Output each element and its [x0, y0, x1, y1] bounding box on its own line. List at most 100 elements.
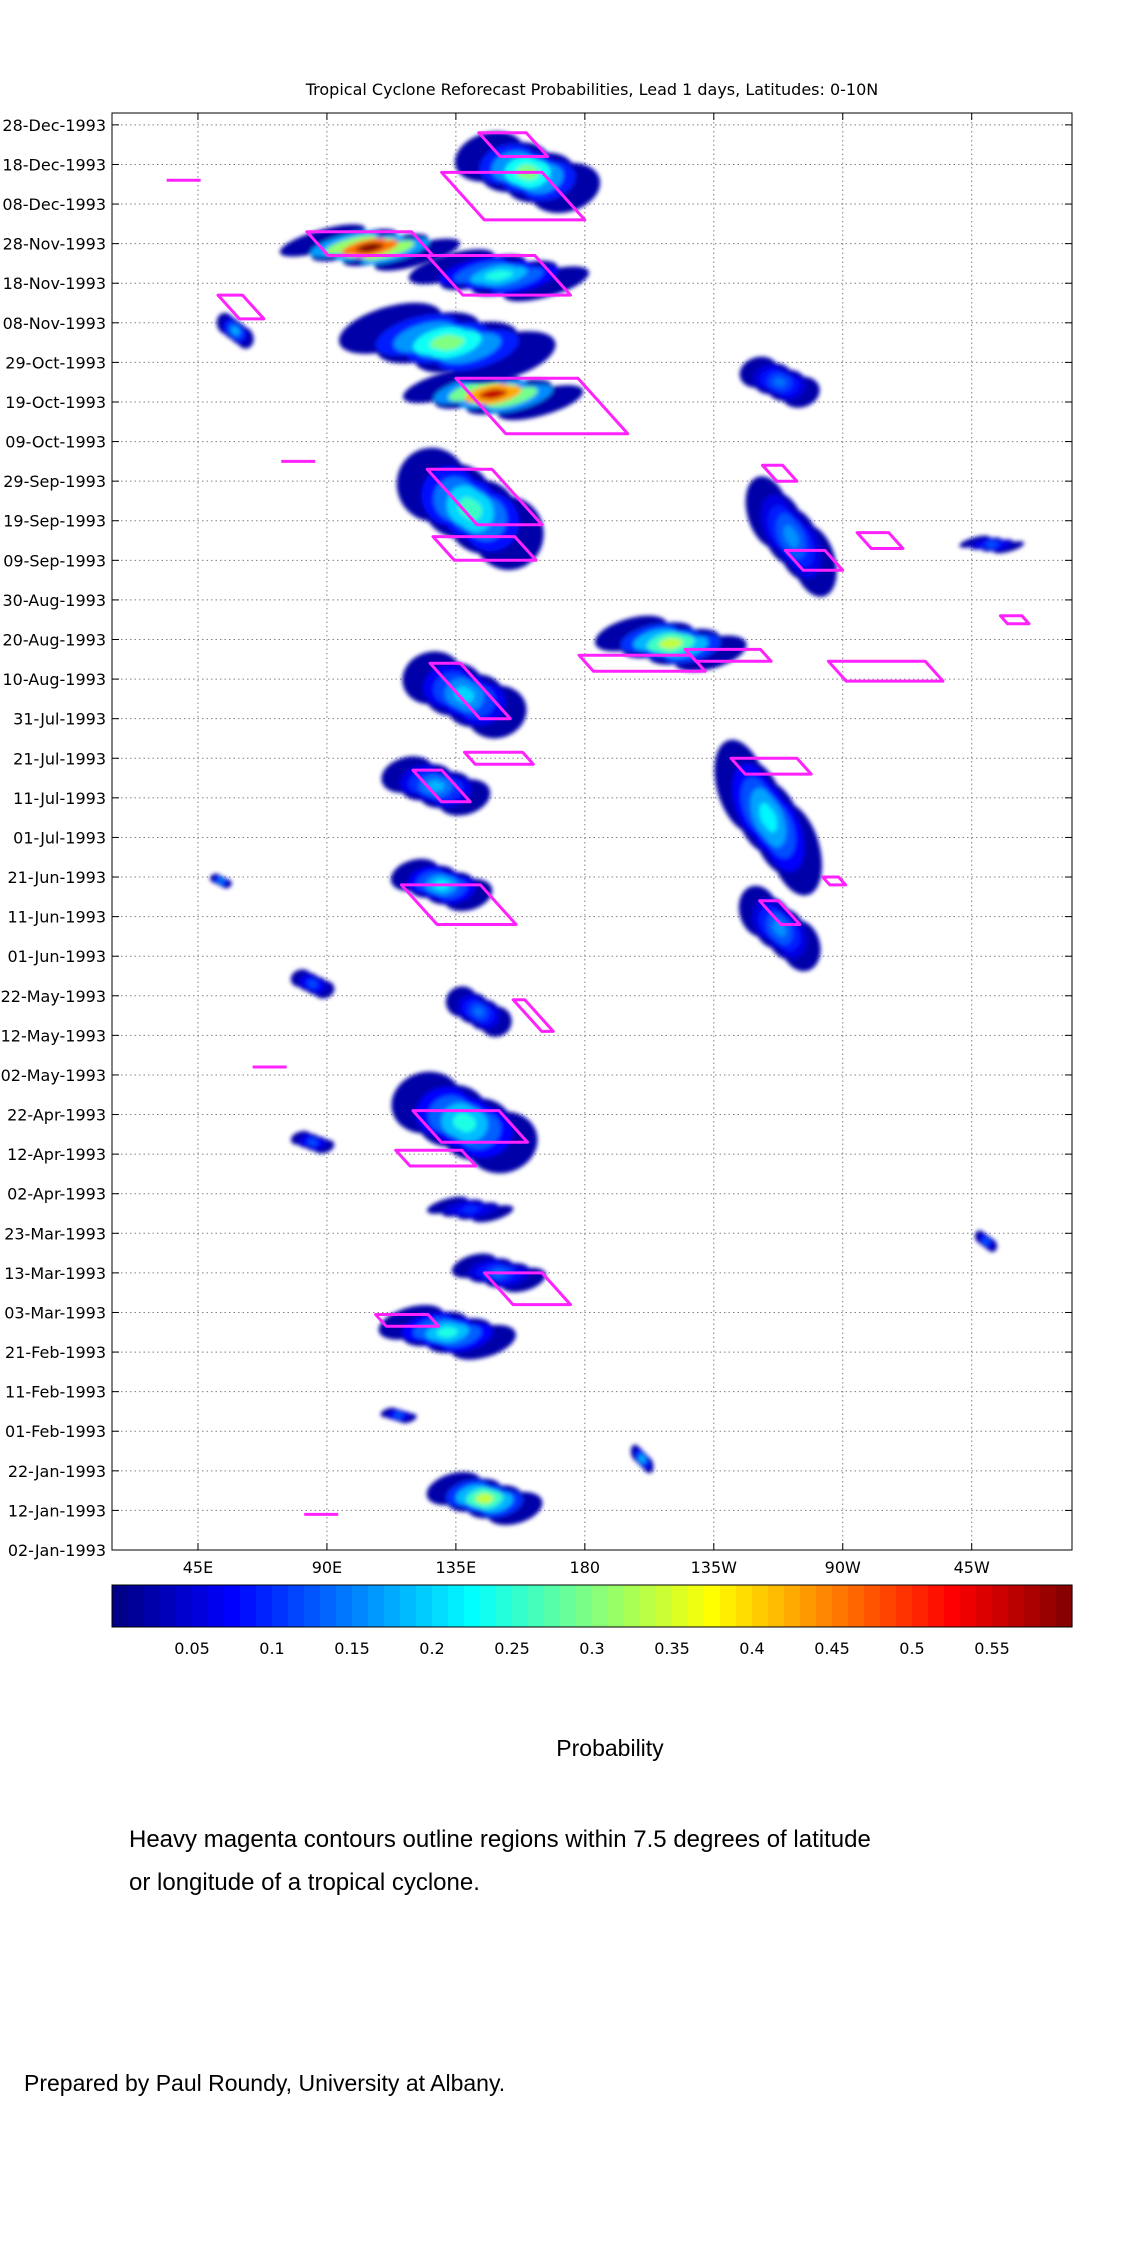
colorbar-tick-label: 0.05 — [174, 1639, 210, 1658]
x-tick-label: 135E — [436, 1558, 477, 1577]
probability-feature — [714, 739, 823, 896]
y-tick-label: 22-May-1993 — [1, 987, 106, 1006]
probability-contour-level — [466, 1206, 478, 1214]
colorbar-segment — [1056, 1585, 1073, 1627]
y-tick-label: 29-Oct-1993 — [5, 353, 106, 372]
colorbar-tick-label: 0.3 — [579, 1639, 604, 1658]
cyclone-contour — [683, 647, 773, 663]
y-tick-label: 28-Nov-1993 — [3, 235, 106, 254]
cyclone-contour — [511, 998, 555, 1033]
probability-contour-level — [959, 535, 991, 548]
colorbar-segment — [640, 1585, 657, 1627]
cyclone-contour — [425, 467, 544, 527]
cyclone-contour — [998, 614, 1031, 626]
cyclone-contour — [761, 463, 799, 483]
y-tick-label: 18-Dec-1993 — [2, 155, 106, 174]
probability-contour-level — [475, 1008, 485, 1017]
colorbar-segment — [400, 1585, 417, 1627]
colorbar-segment — [272, 1585, 289, 1627]
colorbar-segment — [608, 1585, 625, 1627]
colorbar-segment — [704, 1585, 721, 1627]
colorbar-segment — [896, 1585, 913, 1627]
probability-feature — [630, 1444, 654, 1474]
y-tick-label: 30-Aug-1993 — [2, 591, 106, 610]
y-tick-label: 11-Jun-1993 — [7, 908, 106, 927]
colorbar-segment — [752, 1585, 769, 1627]
probability-feature — [445, 986, 512, 1037]
colorbar-tick-label: 0.45 — [814, 1639, 850, 1658]
contour-note-line-2: or longitude of a tropical cyclone. — [129, 1869, 480, 1896]
y-tick-label: 13-Mar-1993 — [4, 1264, 106, 1283]
colorbar-segment — [944, 1585, 961, 1627]
cyclone-contour — [425, 254, 572, 297]
probability-feature — [426, 1196, 514, 1223]
y-tick-label: 09-Sep-1993 — [3, 551, 106, 570]
probability-contour-level — [786, 528, 799, 549]
probability-contour-level — [472, 1205, 514, 1223]
y-tick-label: 12-Apr-1993 — [7, 1145, 106, 1164]
probability-feature — [739, 356, 820, 408]
colorbar-segment — [288, 1585, 305, 1627]
colorbar-segment — [976, 1585, 993, 1627]
colorbar-segment — [688, 1585, 705, 1627]
probability-feature — [454, 131, 601, 214]
y-tick-label: 21-Jul-1993 — [13, 749, 106, 768]
colorbar-border — [111, 1584, 1073, 1628]
colorbar-segment — [880, 1585, 897, 1627]
probability-contour-level — [776, 378, 787, 388]
colorbar-segment — [576, 1585, 593, 1627]
chart-title: Tropical Cyclone Reforecast Probabilitie… — [305, 80, 879, 99]
colorbar-segment — [496, 1585, 513, 1627]
colorbar-tick-label: 0.55 — [974, 1639, 1010, 1658]
y-axis-ticks: 02-Jan-1993 12-Jan-1993 22-Jan-1993 01-Feb-… — [1, 116, 1072, 1560]
x-tick-label: 45W — [954, 1558, 990, 1577]
cyclone-contour — [826, 659, 945, 683]
colorbar-tick-label: 0.35 — [654, 1639, 690, 1658]
colorbar-segment — [816, 1585, 833, 1627]
y-tick-label: 03-Mar-1993 — [4, 1303, 106, 1322]
contour-note-line-1: Heavy magenta contours outline regions w… — [129, 1826, 871, 1853]
probability-contour-level — [426, 1196, 469, 1214]
colorbar-segment — [240, 1585, 257, 1627]
y-tick-label: 21-Jun-1993 — [7, 868, 106, 887]
probability-feature — [391, 1071, 538, 1174]
y-tick-label: 10-Aug-1993 — [2, 670, 106, 689]
probability-contour-level — [490, 271, 514, 281]
y-tick-label: 31-Jul-1993 — [13, 710, 106, 729]
probability-contour-level — [457, 1115, 477, 1133]
colorbar-segment — [928, 1585, 945, 1627]
colorbar-segment — [448, 1585, 465, 1627]
colorbar-tick-label: 0.5 — [899, 1639, 924, 1658]
colorbar-segment — [656, 1585, 673, 1627]
colorbar-segment — [368, 1585, 385, 1627]
probability-contour-level — [437, 336, 465, 351]
cyclone-contour — [440, 170, 587, 222]
probability-contour-level — [218, 878, 225, 885]
probability-contour-level — [497, 385, 584, 421]
cyclone-contour — [821, 875, 848, 887]
probability-feature — [745, 476, 837, 597]
probability-contour-level — [503, 266, 589, 302]
cyclone-contour — [729, 756, 813, 776]
colorbar-segment — [736, 1585, 753, 1627]
y-tick-label: 19-Oct-1993 — [5, 393, 106, 412]
y-tick-label: 22-Apr-1993 — [7, 1106, 106, 1125]
colorbar-tick-label: 0.4 — [739, 1639, 764, 1658]
colorbar-segment — [336, 1585, 353, 1627]
cyclone-contour — [411, 768, 472, 804]
colorbar-segment — [560, 1585, 577, 1627]
colorbar-segment — [128, 1585, 145, 1627]
colorbar-segment — [320, 1585, 337, 1627]
colorbar-segment — [848, 1585, 865, 1627]
colorbar-segment — [144, 1585, 161, 1627]
probability-feature — [290, 969, 335, 999]
plot-frame — [111, 112, 1073, 1551]
probability-contour-level — [479, 1494, 494, 1504]
y-tick-label: 09-Oct-1993 — [5, 433, 106, 452]
probability-contour-level — [362, 243, 385, 253]
cyclone-contour — [394, 1148, 478, 1168]
probability-contour-level — [993, 541, 1025, 554]
colorbar-segment — [480, 1585, 497, 1627]
colorbar-segment — [352, 1585, 369, 1627]
colorbar-segment — [256, 1585, 273, 1627]
